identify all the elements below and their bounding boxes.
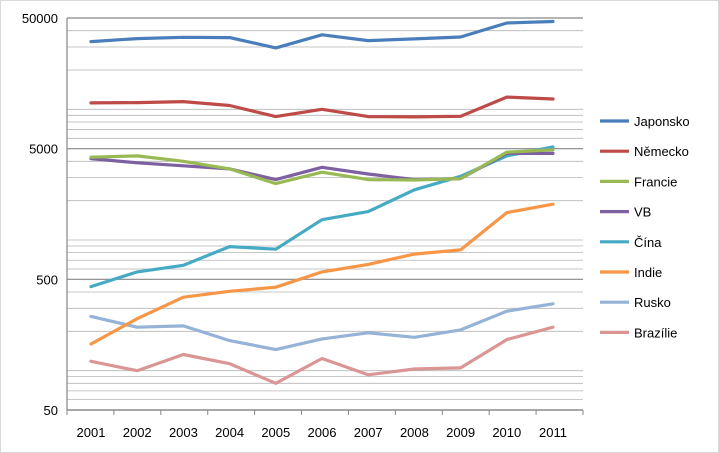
x-tick-label: 2008 (400, 425, 429, 440)
legend-label: Indie (634, 265, 662, 280)
series-line-francie (89, 148, 555, 186)
x-tick-label: 2009 (446, 425, 475, 440)
x-tick-label: 2001 (77, 425, 106, 440)
x-tick-label: 2006 (308, 425, 337, 440)
x-tick-label: 2005 (261, 425, 290, 440)
y-tick-label: 50000 (22, 11, 58, 26)
series-line-indie (89, 202, 555, 346)
x-tick-label: 2007 (354, 425, 383, 440)
axes (66, 18, 584, 415)
x-tick-label: 2004 (215, 425, 244, 440)
x-tick-label: 2002 (123, 425, 152, 440)
legend-label: VB (634, 205, 651, 220)
y-axis-tick-labels: 50 500 5000 50000 (22, 11, 58, 418)
legend-label: Rusko (634, 295, 671, 310)
y-tick-label: 500 (36, 272, 58, 287)
legend-label: Německo (634, 144, 689, 159)
series-line-brazílie (89, 325, 555, 385)
series-line-japonsko (89, 19, 555, 50)
series-lines (89, 19, 555, 385)
series-line-německo (89, 95, 555, 119)
legend: Japonsko Německo Francie VB Čína Indie Rusko Br… (600, 114, 690, 340)
legend-label: Francie (634, 174, 677, 189)
x-axis-tick-labels: 2001 2002 2003 2004 2005 2006 2007 2008 2009 2010… (77, 425, 567, 440)
x-tick-label: 2003 (169, 425, 198, 440)
legend-label: Japonsko (634, 114, 690, 129)
x-tick-label: 2011 (539, 425, 567, 440)
legend-label: Čína (634, 235, 662, 250)
legend-label: Brazílie (634, 325, 677, 340)
series-line-rusko (89, 302, 555, 352)
y-tick-label: 5000 (29, 142, 58, 157)
x-tick-label: 2010 (492, 425, 521, 440)
y-tick-label: 50 (44, 403, 58, 418)
